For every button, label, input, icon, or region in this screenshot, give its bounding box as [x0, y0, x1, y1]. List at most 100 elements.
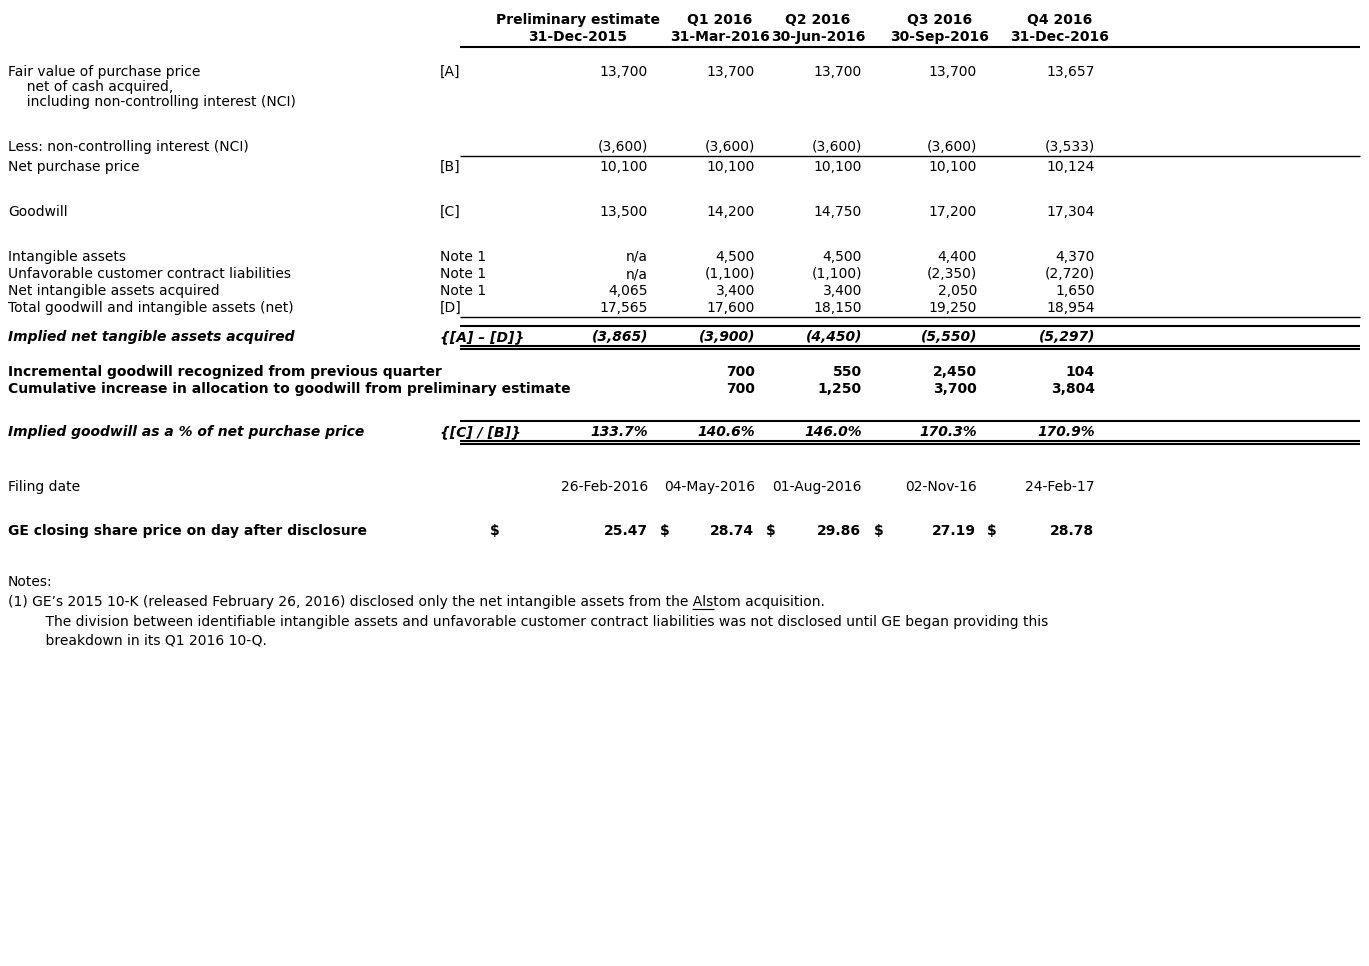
Text: 104: 104: [1066, 365, 1095, 379]
Text: Note 1: Note 1: [439, 284, 486, 298]
Text: Incremental goodwill recognized from previous quarter: Incremental goodwill recognized from pre…: [8, 365, 442, 379]
Text: 4,370: 4,370: [1055, 250, 1095, 264]
Text: 10,100: 10,100: [600, 160, 648, 174]
Text: 1,250: 1,250: [817, 382, 862, 396]
Text: (3,600): (3,600): [598, 140, 648, 154]
Text: (5,297): (5,297): [1039, 330, 1095, 344]
Text: 25.47: 25.47: [604, 524, 648, 538]
Text: (3,533): (3,533): [1045, 140, 1095, 154]
Text: 1,650: 1,650: [1055, 284, 1095, 298]
Text: 170.3%: 170.3%: [920, 425, 977, 439]
Text: (3,600): (3,600): [705, 140, 754, 154]
Text: Q4 2016: Q4 2016: [1027, 13, 1092, 27]
Text: 24-Feb-17: 24-Feb-17: [1025, 480, 1095, 494]
Text: 30-Sep-2016: 30-Sep-2016: [891, 30, 990, 44]
Text: 13,700: 13,700: [813, 65, 862, 79]
Text: $: $: [767, 524, 776, 538]
Text: (4,450): (4,450): [805, 330, 862, 344]
Text: 10,100: 10,100: [813, 160, 862, 174]
Text: (1) GE’s 2015 10-K (released February 26, 2016) disclosed only the net intangibl: (1) GE’s 2015 10-K (released February 26…: [8, 595, 826, 609]
Text: net of cash acquired,: net of cash acquired,: [18, 80, 174, 94]
Text: (3,600): (3,600): [812, 140, 862, 154]
Text: Filing date: Filing date: [8, 480, 81, 494]
Text: 4,400: 4,400: [938, 250, 977, 264]
Text: 28.78: 28.78: [1050, 524, 1094, 538]
Text: 4,500: 4,500: [823, 250, 862, 264]
Text: 2,450: 2,450: [932, 365, 977, 379]
Text: 17,200: 17,200: [928, 205, 977, 219]
Text: [C]: [C]: [439, 205, 461, 219]
Text: 14,200: 14,200: [706, 205, 754, 219]
Text: 27.19: 27.19: [932, 524, 976, 538]
Text: (1,100): (1,100): [812, 267, 862, 281]
Text: (2,350): (2,350): [927, 267, 977, 281]
Text: 10,124: 10,124: [1047, 160, 1095, 174]
Text: 700: 700: [726, 365, 754, 379]
Text: Less: non-controlling interest (NCI): Less: non-controlling interest (NCI): [8, 140, 249, 154]
Text: 17,304: 17,304: [1047, 205, 1095, 219]
Text: 31-Dec-2016: 31-Dec-2016: [1010, 30, 1109, 44]
Text: 18,150: 18,150: [813, 301, 862, 315]
Text: Preliminary estimate: Preliminary estimate: [496, 13, 660, 27]
Text: Note 1: Note 1: [439, 267, 486, 281]
Text: 17,565: 17,565: [600, 301, 648, 315]
Text: 3,804: 3,804: [1051, 382, 1095, 396]
Text: 550: 550: [832, 365, 862, 379]
Text: 31-Dec-2015: 31-Dec-2015: [528, 30, 627, 44]
Text: 26-Feb-2016: 26-Feb-2016: [561, 480, 648, 494]
Text: {[A] – [D]}: {[A] – [D]}: [439, 330, 524, 344]
Text: Unfavorable customer contract liabilities: Unfavorable customer contract liabilitie…: [8, 267, 292, 281]
Text: (5,550): (5,550): [920, 330, 977, 344]
Text: Total goodwill and intangible assets (net): Total goodwill and intangible assets (ne…: [8, 301, 293, 315]
Text: Implied goodwill as a % of net purchase price: Implied goodwill as a % of net purchase …: [8, 425, 364, 439]
Text: 28.74: 28.74: [711, 524, 754, 538]
Text: {[C] / [B]}: {[C] / [B]}: [439, 425, 520, 439]
Text: GE closing share price on day after disclosure: GE closing share price on day after disc…: [8, 524, 367, 538]
Text: 3,700: 3,700: [934, 382, 977, 396]
Text: $: $: [490, 524, 500, 538]
Text: 13,500: 13,500: [600, 205, 648, 219]
Text: breakdown in its Q1 2016 10-Q.: breakdown in its Q1 2016 10-Q.: [27, 633, 267, 647]
Text: $: $: [873, 524, 884, 538]
Text: $: $: [987, 524, 997, 538]
Text: n/a: n/a: [626, 250, 648, 264]
Text: Q2 2016: Q2 2016: [786, 13, 850, 27]
Text: 31-Mar-2016: 31-Mar-2016: [669, 30, 769, 44]
Text: 170.9%: 170.9%: [1038, 425, 1095, 439]
Text: [D]: [D]: [439, 301, 461, 315]
Text: 2,050: 2,050: [938, 284, 977, 298]
Text: Net purchase price: Net purchase price: [8, 160, 140, 174]
Text: 10,100: 10,100: [928, 160, 977, 174]
Text: (3,900): (3,900): [698, 330, 754, 344]
Text: Note 1: Note 1: [439, 250, 486, 264]
Text: Goodwill: Goodwill: [8, 205, 67, 219]
Text: Cumulative increase in allocation to goodwill from preliminary estimate: Cumulative increase in allocation to goo…: [8, 382, 571, 396]
Text: [A]: [A]: [439, 65, 460, 79]
Text: (1,100): (1,100): [705, 267, 754, 281]
Text: 4,500: 4,500: [716, 250, 754, 264]
Text: The division between identifiable intangible assets and unfavorable customer con: The division between identifiable intang…: [27, 615, 1049, 629]
Text: 17,600: 17,600: [706, 301, 754, 315]
Text: 13,657: 13,657: [1047, 65, 1095, 79]
Text: $: $: [660, 524, 669, 538]
Text: 19,250: 19,250: [928, 301, 977, 315]
Text: Net intangible assets acquired: Net intangible assets acquired: [8, 284, 219, 298]
Text: 14,750: 14,750: [813, 205, 862, 219]
Text: n/a: n/a: [626, 267, 648, 281]
Text: 04-May-2016: 04-May-2016: [664, 480, 754, 494]
Text: 13,700: 13,700: [600, 65, 648, 79]
Text: including non-controlling interest (NCI): including non-controlling interest (NCI): [18, 95, 296, 109]
Text: (3,600): (3,600): [927, 140, 977, 154]
Text: 29.86: 29.86: [817, 524, 861, 538]
Text: Notes:: Notes:: [8, 575, 52, 589]
Text: (3,865): (3,865): [591, 330, 648, 344]
Text: 13,700: 13,700: [706, 65, 754, 79]
Text: 133.7%: 133.7%: [590, 425, 648, 439]
Text: 18,954: 18,954: [1046, 301, 1095, 315]
Text: 13,700: 13,700: [928, 65, 977, 79]
Text: 140.6%: 140.6%: [697, 425, 754, 439]
Text: 02-Nov-16: 02-Nov-16: [905, 480, 977, 494]
Text: 3,400: 3,400: [716, 284, 754, 298]
Text: Implied net tangible assets acquired: Implied net tangible assets acquired: [8, 330, 294, 344]
Text: 01-Aug-2016: 01-Aug-2016: [772, 480, 862, 494]
